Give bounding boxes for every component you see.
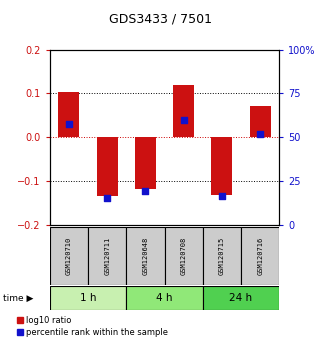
Text: GSM120715: GSM120715 (219, 236, 225, 275)
Text: GSM120708: GSM120708 (181, 236, 187, 275)
Point (257, 131, 263, 137)
Bar (164, 227, 203, 285)
Bar (241, 227, 279, 285)
Text: GSM120710: GSM120710 (66, 236, 72, 275)
Text: 24 h: 24 h (230, 293, 253, 303)
Bar (203, 286, 279, 310)
Bar (50, 286, 126, 310)
Bar (50, 227, 88, 285)
Bar (126, 286, 203, 310)
Text: GDS3433 / 7501: GDS3433 / 7501 (109, 12, 212, 25)
Bar (211, 137, 232, 195)
Bar (88, 227, 126, 285)
Text: 1 h: 1 h (80, 293, 96, 303)
Bar (126, 227, 164, 285)
Legend: log10 ratio, percentile rank within the sample: log10 ratio, percentile rank within the … (17, 316, 168, 337)
Bar (97, 137, 118, 196)
Bar (58, 92, 79, 137)
Point (66, 121, 72, 127)
Point (181, 117, 186, 122)
Bar (250, 105, 271, 137)
Text: GSM120648: GSM120648 (143, 236, 148, 275)
Point (143, 188, 148, 193)
Text: 4 h: 4 h (156, 293, 173, 303)
Bar (135, 137, 156, 189)
Point (105, 195, 110, 200)
Text: GSM120716: GSM120716 (257, 236, 263, 275)
Bar (203, 227, 241, 285)
Text: GSM120711: GSM120711 (104, 236, 110, 275)
Bar (173, 85, 194, 137)
Text: time ▶: time ▶ (3, 293, 34, 303)
Point (219, 193, 224, 199)
